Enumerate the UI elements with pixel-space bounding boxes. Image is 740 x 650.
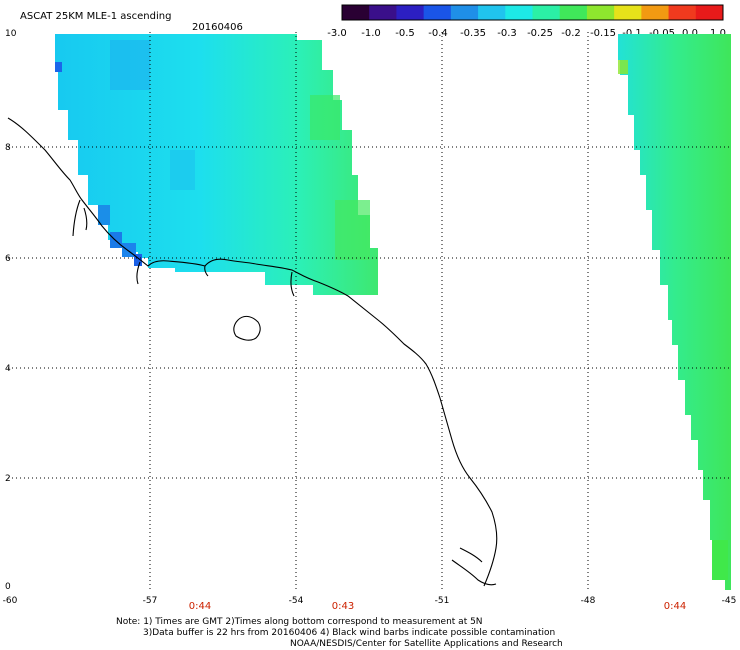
swath-right: [618, 34, 731, 590]
swath-patch: [335, 200, 370, 260]
coastline-inlet: [72, 199, 295, 297]
colorbar-swatches: [342, 5, 724, 20]
x-tick-label: -60: [3, 596, 18, 606]
x-tick-label: -51: [435, 596, 450, 606]
y-tick-label: 6: [5, 254, 11, 264]
y-tick-label: 4: [5, 364, 11, 374]
x-tick-label: -57: [143, 596, 158, 606]
graticule: [8, 32, 732, 590]
colorbar-swatch: [369, 5, 397, 20]
colorbar-swatch: [668, 5, 697, 20]
pass-time: 0:44: [664, 601, 686, 612]
colorbar-swatch: [342, 5, 370, 20]
map-area: [7, 32, 732, 590]
colorbar-swatch: [396, 5, 425, 20]
swath-patch: [55, 62, 62, 72]
coastline: [7, 117, 498, 587]
pass-time-labels: 0:44 0:43 0:44: [189, 601, 686, 612]
colorbar-swatch: [478, 5, 506, 20]
swath-patch: [134, 254, 142, 266]
colorbar-swatch: [641, 5, 670, 20]
colorbar-label: -0.1: [622, 28, 642, 39]
colorbar-label: -1.0: [361, 28, 381, 39]
colorbar-label: -0.2: [561, 28, 581, 39]
x-tick-label: -48: [581, 596, 596, 606]
colorbar-swatch: [450, 5, 479, 20]
x-tick-label: -54: [289, 596, 304, 606]
x-tick-label: -45: [722, 596, 737, 606]
colorbar: -3.0 -1.0 -0.5 -0.4 -0.35 -0.3 -0.25 -0.…: [327, 4, 726, 39]
footer-note-line: Note: 1) Times are GMT 2)Times along bot…: [116, 617, 483, 627]
colorbar-swatch: [586, 5, 615, 20]
colorbar-swatch: [695, 5, 724, 20]
footer-credit: NOAA/NESDIS/Center for Satellite Applica…: [290, 639, 563, 649]
colorbar-swatch: [614, 5, 642, 20]
swath-patch: [310, 95, 340, 140]
map-date: 20160406: [192, 22, 243, 33]
colorbar-label: -0.25: [527, 28, 553, 39]
swath-patch: [98, 205, 110, 225]
swath-patch: [110, 232, 122, 248]
colorbar-label: -0.35: [460, 28, 486, 39]
pass-time: 0:43: [332, 601, 354, 612]
y-tick-label: 2: [5, 474, 11, 484]
colorbar-swatch: [559, 5, 588, 20]
x-axis-labels: -60 -57 -54 -51 -48 -45: [3, 596, 737, 606]
colorbar-frame: [341, 4, 724, 21]
colorbar-label: -0.05: [649, 28, 675, 39]
y-tick-label: 0: [5, 582, 11, 592]
colorbar-label: -0.5: [395, 28, 415, 39]
pass-time: 0:44: [189, 601, 211, 612]
colorbar-label: -0.15: [590, 28, 616, 39]
footer-notes: Note: 1) Times are GMT 2)Times along bot…: [116, 617, 563, 649]
footer-note-line: 3)Data buffer is 22 hrs from 20160406 4)…: [143, 628, 555, 638]
colorbar-label: 1.0: [710, 28, 726, 39]
colorbar-swatch: [423, 5, 452, 20]
swath-patch: [618, 60, 628, 74]
delta-coastline: [451, 547, 497, 586]
swath-patch: [110, 40, 150, 90]
y-tick-label: 8: [5, 143, 11, 153]
swath-left: [55, 34, 378, 295]
swath-patch: [170, 150, 195, 190]
swath-patch: [712, 540, 728, 580]
colorbar-label: -0.4: [428, 28, 448, 39]
map-title: ASCAT 25KM MLE-1 ascending: [20, 11, 171, 22]
y-tick-label: 10: [5, 29, 17, 39]
colorbar-label: 0.0: [682, 28, 698, 39]
colorbar-label: -3.0: [327, 28, 347, 39]
island-coastline: [233, 315, 261, 341]
colorbar-swatch: [532, 5, 561, 20]
y-axis-labels: 10 8 6 4 2 0: [5, 29, 17, 592]
colorbar-label: -0.3: [497, 28, 517, 39]
colorbar-swatch: [505, 5, 533, 20]
